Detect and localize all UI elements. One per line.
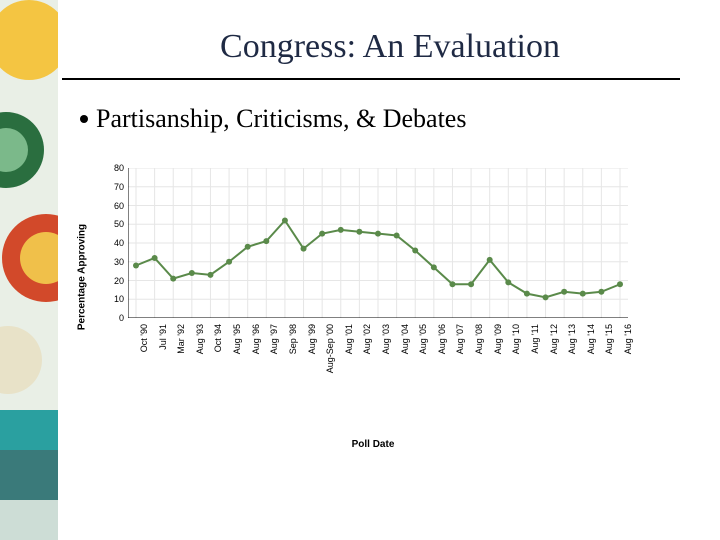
x-tick-label: Aug '02 — [362, 324, 372, 354]
x-tick-label: Aug '06 — [437, 324, 447, 354]
y-tick-label: 0 — [119, 313, 124, 323]
x-tick-label: Aug '10 — [511, 324, 521, 354]
page-title: Congress: An Evaluation — [130, 28, 650, 66]
x-tick-label: Aug '08 — [474, 324, 484, 354]
bullet-item: Partisanship, Criticisms, & Debates — [80, 104, 466, 134]
x-tick-label: Jul '91 — [158, 324, 168, 350]
x-tick-label: Aug '16 — [623, 324, 633, 354]
bullet-text: Partisanship, Criticisms, & Debates — [96, 104, 466, 134]
x-tick-label: Aug '13 — [567, 324, 577, 354]
approval-chart: Percentage Approving 01020304050607080 O… — [104, 168, 642, 386]
y-tick-label: 70 — [114, 182, 124, 192]
y-tick-label: 10 — [114, 294, 124, 304]
x-tick-label: Aug '12 — [549, 324, 559, 354]
x-axis-ticks: Oct '90 Jul '91 Mar '92 Aug '93 Oct '94 Aug '… — [128, 320, 628, 380]
x-tick-label: Aug '14 — [586, 324, 596, 354]
x-tick-label: Aug '07 — [455, 324, 465, 354]
decorative-left-strip — [0, 0, 58, 540]
x-tick-label: Aug '11 — [530, 324, 540, 354]
y-tick-label: 30 — [114, 257, 124, 267]
chart-plot-area — [128, 168, 628, 318]
x-tick-label: Aug '04 — [400, 324, 410, 354]
x-tick-label: Aug '01 — [344, 324, 354, 354]
x-tick-label: Aug '99 — [307, 324, 317, 354]
x-tick-label: Sep '98 — [288, 324, 298, 354]
x-tick-label: Oct '90 — [139, 324, 149, 352]
bullet-dot-icon — [80, 115, 88, 123]
x-tick-label: Oct '94 — [213, 324, 223, 352]
x-tick-label: Aug '93 — [195, 324, 205, 354]
x-tick-label: Aug '03 — [381, 324, 391, 354]
x-tick-label: Aug '96 — [251, 324, 261, 354]
y-tick-label: 60 — [114, 201, 124, 211]
x-tick-label: Aug '09 — [493, 324, 503, 354]
x-tick-label: Mar '92 — [176, 324, 186, 354]
x-tick-label: Aug '15 — [604, 324, 614, 354]
x-tick-label: Aug '95 — [232, 324, 242, 354]
x-tick-label: Aug-Sep '00 — [325, 324, 335, 373]
x-axis-label: Poll Date — [352, 439, 395, 450]
y-axis-ticks: 01020304050607080 — [104, 168, 126, 318]
y-tick-label: 50 — [114, 219, 124, 229]
y-tick-label: 20 — [114, 276, 124, 286]
y-axis-label: Percentage Approving — [77, 224, 88, 330]
y-tick-label: 80 — [114, 163, 124, 173]
x-tick-label: Aug '97 — [269, 324, 279, 354]
title-underline — [62, 78, 680, 80]
x-tick-label: Aug '05 — [418, 324, 428, 354]
y-tick-label: 40 — [114, 238, 124, 248]
